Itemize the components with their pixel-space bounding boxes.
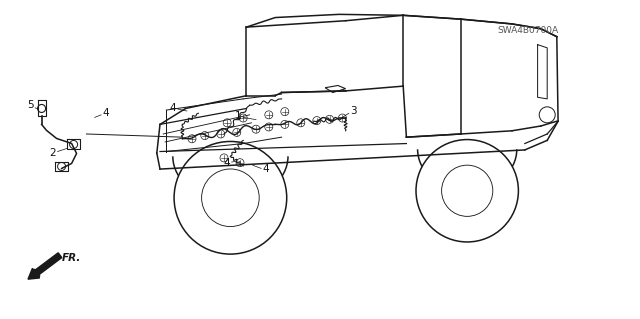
- Circle shape: [265, 111, 273, 119]
- Text: 4: 4: [170, 103, 176, 113]
- Circle shape: [38, 104, 45, 113]
- Circle shape: [297, 119, 305, 127]
- Circle shape: [201, 131, 209, 140]
- Text: 4: 4: [102, 108, 109, 118]
- Circle shape: [220, 154, 228, 162]
- Circle shape: [252, 125, 260, 133]
- Circle shape: [202, 169, 259, 226]
- Circle shape: [223, 119, 231, 127]
- Circle shape: [265, 123, 273, 131]
- Circle shape: [326, 115, 333, 123]
- Circle shape: [339, 114, 346, 122]
- Circle shape: [540, 107, 556, 123]
- FancyArrow shape: [28, 253, 62, 279]
- Circle shape: [313, 116, 321, 125]
- Text: FR.: FR.: [62, 253, 81, 263]
- Circle shape: [416, 139, 518, 242]
- Text: 3: 3: [350, 106, 356, 116]
- Circle shape: [236, 159, 244, 167]
- Circle shape: [281, 120, 289, 129]
- Circle shape: [70, 140, 77, 148]
- Circle shape: [239, 114, 247, 122]
- Circle shape: [58, 162, 65, 170]
- Circle shape: [188, 135, 196, 143]
- Text: 1: 1: [235, 111, 241, 122]
- Circle shape: [281, 108, 289, 116]
- Text: 2: 2: [49, 148, 56, 158]
- Polygon shape: [325, 85, 346, 93]
- Text: 4: 4: [224, 158, 230, 168]
- Circle shape: [233, 128, 241, 137]
- Text: SWA4B0700A: SWA4B0700A: [497, 26, 559, 35]
- Text: 5: 5: [28, 100, 34, 110]
- Circle shape: [442, 165, 493, 216]
- Text: 4: 4: [262, 164, 269, 174]
- Circle shape: [217, 130, 225, 138]
- Circle shape: [174, 141, 287, 254]
